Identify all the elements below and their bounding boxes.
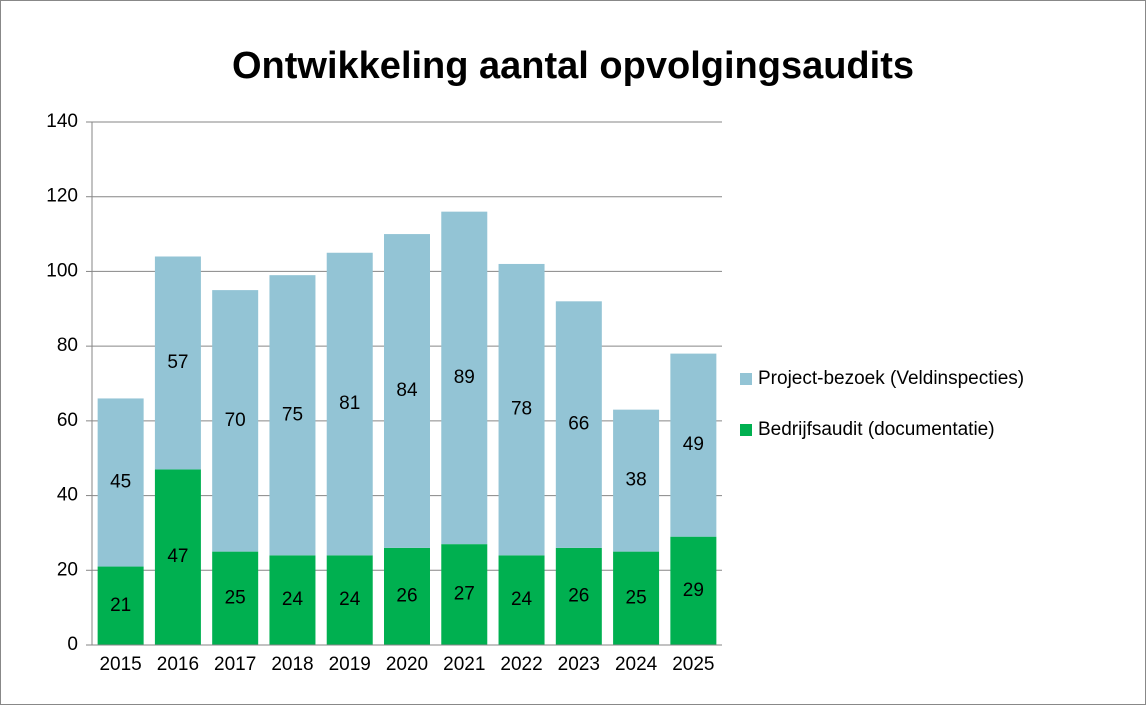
y-tick-label: 60 bbox=[57, 410, 78, 431]
data-label: 49 bbox=[683, 434, 704, 455]
bar-segment bbox=[154, 469, 201, 645]
y-tick-label: 100 bbox=[46, 260, 78, 281]
bar-segment bbox=[326, 252, 373, 556]
bar-segment bbox=[441, 211, 488, 545]
data-label: 47 bbox=[167, 546, 188, 567]
data-label: 21 bbox=[110, 595, 131, 616]
bar-segment bbox=[555, 547, 602, 645]
x-tick-label: 2018 bbox=[271, 654, 313, 675]
bar-segment bbox=[212, 290, 259, 552]
y-tick-label: 40 bbox=[57, 485, 78, 506]
y-tick-label: 0 bbox=[67, 634, 78, 655]
x-tick-label: 2022 bbox=[500, 654, 542, 675]
data-label: 24 bbox=[511, 589, 533, 610]
bar-segment bbox=[154, 256, 201, 470]
bar-segment bbox=[384, 547, 430, 645]
data-label: 89 bbox=[454, 367, 475, 388]
legend-swatch bbox=[740, 373, 752, 385]
data-label: 45 bbox=[110, 472, 131, 493]
bar-segment bbox=[384, 234, 430, 548]
bar-segment bbox=[212, 551, 259, 645]
bar-segment bbox=[670, 536, 717, 645]
legend-swatch bbox=[740, 424, 752, 436]
y-tick-label: 80 bbox=[57, 335, 78, 356]
x-tick-label: 2023 bbox=[558, 654, 600, 675]
x-tick-label: 2017 bbox=[214, 654, 256, 675]
bar-segment bbox=[613, 551, 660, 645]
data-label: 26 bbox=[568, 585, 589, 606]
x-tick-label: 2021 bbox=[443, 654, 485, 675]
bar-segment bbox=[670, 353, 717, 537]
data-label: 84 bbox=[396, 380, 418, 401]
data-label: 66 bbox=[568, 414, 589, 435]
bar-segment bbox=[498, 555, 545, 645]
y-tick-label: 20 bbox=[57, 559, 78, 580]
y-tick-label: 140 bbox=[46, 111, 78, 132]
bar-segment bbox=[97, 566, 144, 645]
legend-label: Project-bezoek (Veldinspecties) bbox=[758, 368, 1024, 389]
y-tick-label: 120 bbox=[46, 186, 78, 207]
data-label: 38 bbox=[626, 470, 647, 491]
data-label: 29 bbox=[683, 580, 704, 601]
x-tick-label: 2019 bbox=[329, 654, 371, 675]
data-label: 25 bbox=[626, 587, 647, 608]
x-tick-label: 2020 bbox=[386, 654, 428, 675]
data-label: 24 bbox=[339, 589, 361, 610]
bar-segment bbox=[269, 555, 316, 645]
data-label: 27 bbox=[454, 584, 475, 605]
bar-segment bbox=[498, 263, 545, 556]
bar-segment bbox=[97, 398, 144, 567]
data-label: 75 bbox=[282, 404, 303, 425]
bar-segment bbox=[613, 409, 660, 552]
bar-segment bbox=[269, 275, 316, 556]
bar-segment bbox=[555, 301, 602, 548]
data-label: 81 bbox=[339, 393, 360, 414]
data-label: 25 bbox=[225, 587, 246, 608]
legend-label: Bedrijfsaudit (documentatie) bbox=[758, 419, 995, 440]
x-tick-label: 2024 bbox=[615, 654, 658, 675]
data-label: 26 bbox=[396, 585, 417, 606]
x-tick-label: 2016 bbox=[157, 654, 199, 675]
data-label: 70 bbox=[225, 410, 246, 431]
x-tick-label: 2015 bbox=[99, 654, 141, 675]
x-tick-label: 2025 bbox=[672, 654, 714, 675]
data-label: 78 bbox=[511, 399, 532, 420]
bar-segment bbox=[441, 544, 488, 645]
bar-segment bbox=[326, 555, 373, 645]
data-label: 57 bbox=[167, 352, 188, 373]
chart-title: Ontwikkeling aantal opvolgingsaudits bbox=[232, 45, 914, 87]
data-label: 24 bbox=[282, 589, 304, 610]
